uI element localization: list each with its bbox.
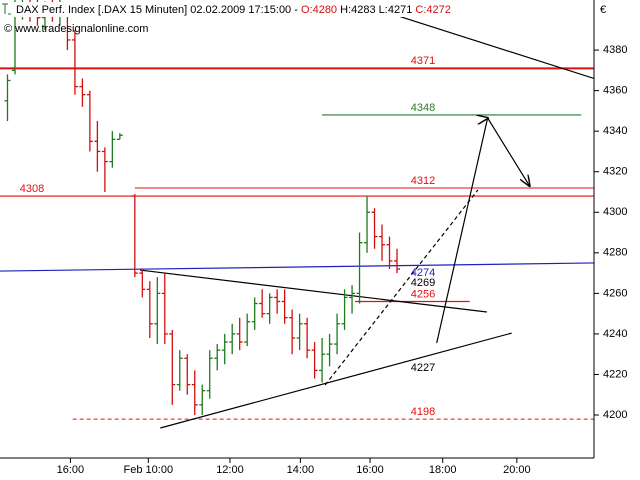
level-label: 4348: [411, 102, 435, 114]
forecast-arrow: [436, 118, 530, 344]
level-label: 4198: [411, 406, 435, 418]
trendline: [140, 269, 487, 313]
trendline: [160, 332, 512, 429]
line-label: 4227: [411, 362, 435, 374]
y-tick-label: 4300: [603, 206, 627, 218]
header-icon: [2, 3, 11, 15]
level-label: 4312: [411, 175, 435, 187]
line-label: 4274: [411, 267, 435, 279]
header-bg: [14, 2, 504, 17]
y-tick-label: 4220: [603, 368, 627, 380]
x-tick-label: 12:00: [216, 464, 244, 476]
copyright: © www.tradesignalonline.com: [4, 23, 148, 35]
header-close: C:4272: [415, 4, 450, 16]
x-tick-label: 16:00: [356, 464, 384, 476]
x-tick-label: 20:00: [503, 464, 531, 476]
x-tick-label: 16:00: [57, 464, 85, 476]
level-label: 4256: [411, 288, 435, 300]
trendline: [379, 9, 594, 80]
y-tick-label: 4320: [603, 166, 627, 178]
x-tick-label: 14:00: [287, 464, 315, 476]
header-open: O:4280: [301, 4, 337, 16]
y-tick-label: 4360: [603, 85, 627, 97]
y-tick-label: 4260: [603, 287, 627, 299]
trendline: [324, 189, 479, 386]
x-tick-label: Feb 10:00: [124, 464, 174, 476]
y-tick-label: 4280: [603, 247, 627, 259]
x-tick-label: 18:00: [429, 464, 457, 476]
level-label: 4308: [20, 183, 44, 195]
header-low: L:4271: [379, 4, 413, 16]
line-label: 4269: [411, 277, 435, 289]
trendline: [0, 262, 594, 272]
header-high: H:4283: [340, 4, 375, 16]
y-tick-label: 4380: [603, 44, 627, 56]
y-tick-label: 4240: [603, 328, 627, 340]
y-tick-label: 4200: [603, 409, 627, 421]
level-label: 4371: [411, 55, 435, 67]
y-tick-label: 4340: [603, 125, 627, 137]
header-title: DAX Perf. Index [.DAX 15 Minuten] 02.02.…: [16, 4, 298, 16]
header: DAX Perf. Index [.DAX 15 Minuten] 02.02.…: [16, 4, 451, 16]
currency: €: [600, 4, 606, 16]
